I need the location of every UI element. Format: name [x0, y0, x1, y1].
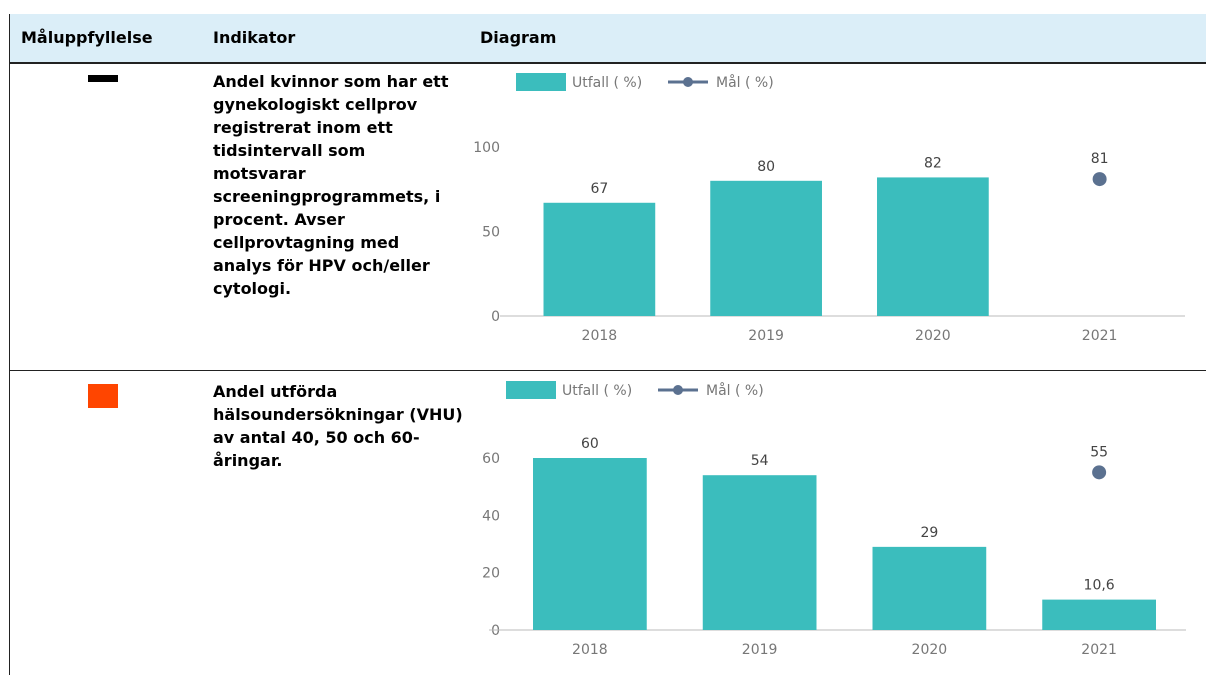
y-tick-label: 60 — [482, 451, 500, 467]
bar — [710, 180, 822, 316]
value-label: 29 — [920, 525, 938, 541]
goal-point — [1092, 172, 1107, 187]
header-cell: Diagram — [480, 28, 557, 47]
value-label: 82 — [924, 155, 942, 171]
y-tick-label: 20 — [482, 566, 500, 582]
value-label: 67 — [590, 181, 608, 197]
legend-dot — [673, 385, 683, 395]
x-tick-label: 2020 — [915, 328, 951, 344]
x-tick-label: 2021 — [1082, 328, 1118, 344]
indicator-text: Andel utförda hälsoundersökningar (VHU) … — [213, 382, 463, 470]
bar — [1042, 599, 1156, 630]
status-icon — [88, 75, 118, 82]
x-tick-label: 2018 — [572, 642, 608, 658]
bar — [702, 475, 817, 630]
legend-label: Mål ( %) — [716, 74, 774, 91]
legend-label: Mål ( %) — [706, 382, 764, 399]
legend-label: Utfall ( %) — [572, 75, 642, 91]
x-tick-label: 2021 — [1081, 642, 1117, 658]
x-tick-label: 2019 — [742, 642, 778, 658]
status-icon — [88, 384, 118, 408]
value-label: 54 — [751, 453, 769, 469]
y-tick-label: 100 — [473, 140, 500, 156]
bar — [872, 546, 987, 630]
chart: Utfall ( %) Mål ( %) 0 20 40 60 2018 2019 2020 20… — [482, 381, 1186, 658]
x-tick-label: 2018 — [582, 328, 618, 344]
table-border — [9, 14, 10, 675]
value-label: 10,6 — [1084, 578, 1115, 594]
legend-swatch — [516, 73, 566, 91]
value-label: 55 — [1090, 444, 1108, 460]
bar — [877, 177, 989, 316]
y-tick-label: 50 — [482, 225, 500, 241]
goal-point — [1092, 465, 1107, 480]
x-tick-label: 2020 — [912, 642, 948, 658]
value-label: 81 — [1091, 151, 1109, 167]
value-label: 80 — [757, 159, 775, 175]
chart: Utfall ( %) Mål ( %) 0 50 100 2018 2019 2020 202… — [473, 73, 1185, 344]
y-tick-label: 0 — [491, 623, 500, 639]
legend-swatch — [506, 381, 556, 399]
value-label: 60 — [581, 436, 599, 452]
y-tick-label: 0 — [491, 309, 500, 325]
header-cell: Måluppfyllelse — [21, 28, 153, 47]
bar — [543, 202, 656, 316]
indicator-text: Andel kvinnor som har ett gynekologiskt … — [213, 72, 449, 298]
y-tick-label: 40 — [482, 508, 500, 524]
row-border — [9, 370, 1206, 371]
legend-label: Utfall ( %) — [562, 383, 632, 399]
header-row: Måluppfyllelse Indikator Diagram — [9, 14, 1206, 64]
header-cell: Indikator — [213, 28, 296, 47]
x-tick-label: 2019 — [748, 328, 784, 344]
legend-dot — [683, 77, 693, 87]
bar — [533, 458, 647, 630]
